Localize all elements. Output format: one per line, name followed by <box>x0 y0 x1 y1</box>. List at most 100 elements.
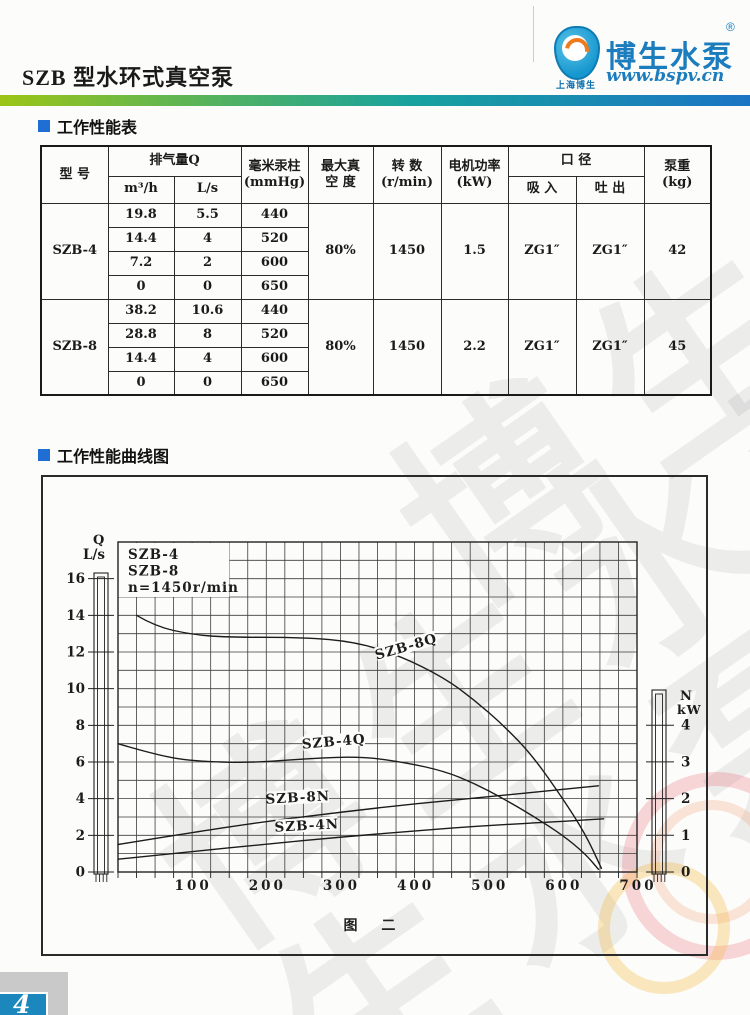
table-row: 14.4 4 600 <box>41 346 711 372</box>
page-title: SZB 型水环式真空泵 <box>22 65 235 90</box>
y-left-tick-label: 14 <box>66 608 85 624</box>
figure-caption: 图 二 <box>343 917 406 933</box>
logo-url: www.bspv.cn <box>606 66 725 86</box>
col-header-model: 型 号 <box>40 145 109 204</box>
cell-mmhg: 440 <box>240 202 309 228</box>
x-tick-label: 600 <box>545 878 582 894</box>
table-row: 28.8 8 520 <box>41 322 711 348</box>
col-header-speed: 转 数 (r/min) <box>372 145 442 204</box>
table-row: SZB-4 19.8 5.5 440 80% 1450 1.5 ZG1″ ZG1… <box>40 202 712 300</box>
y-right-tick-label: 2 <box>681 791 690 807</box>
x-tick-label: 200 <box>249 878 286 894</box>
curve-SZB-8N <box>117 785 600 846</box>
y-left-tick-label: 16 <box>66 571 85 587</box>
svg-text:SZB-4N: SZB-4N <box>274 816 339 835</box>
y-right-tick-label: 3 <box>681 754 690 770</box>
y-left-tick-label: 6 <box>76 755 85 771</box>
cell-weight: 42 <box>643 202 712 300</box>
logo-subtitle: 上海博生 <box>555 80 596 90</box>
cell-m3h: 0 <box>107 274 175 300</box>
y-left-tick-label: 2 <box>76 828 85 844</box>
section-bullet-icon <box>38 120 50 132</box>
cell-mmhg: 440 <box>240 298 309 324</box>
cell-vacuum: 80% <box>307 298 374 396</box>
page-number: 4 <box>13 990 31 1015</box>
section-performance-table: 工作性能表 <box>38 114 137 138</box>
y-left-tick-label: 10 <box>66 681 85 697</box>
cell-power: 2.2 <box>440 298 509 396</box>
cell-outlet: ZG1″ <box>575 202 645 300</box>
chart-legend-line: n=1450r/min <box>128 580 239 596</box>
cell-inlet: ZG1″ <box>507 202 577 300</box>
cell-ls: 8 <box>173 322 242 348</box>
cell-outlet: ZG1″ <box>575 298 645 396</box>
cell-mmhg: 650 <box>240 370 309 396</box>
cell-m3h: 14.4 <box>107 226 175 252</box>
col-header-caliber: 口 径 <box>507 145 645 177</box>
x-tick-label: 100 <box>175 878 212 894</box>
performance-table: 型 号 排气量Q 毫米汞柱 (mmHg) 最大真空 度 转 数 (r/min) 电机… <box>40 145 712 396</box>
cell-ls: 4 <box>173 226 242 252</box>
col-header-capacity: 排气量Q <box>107 145 242 177</box>
col-header-m3h: m³/h <box>107 175 175 204</box>
cell-model: SZB-4 <box>40 202 109 300</box>
table-row: 0 0 650 <box>41 370 711 396</box>
logo-shield-icon <box>554 26 600 80</box>
curve-SZB-4Q <box>117 743 600 870</box>
cell-speed: 1450 <box>372 298 442 396</box>
section-bullet-icon <box>38 449 50 461</box>
cell-m3h: 38.2 <box>107 298 175 324</box>
logo-swirl-icon <box>560 33 594 67</box>
table-row: 14.4 4 520 <box>41 226 711 252</box>
cell-mmhg: 520 <box>240 322 309 348</box>
y-right-tick-label: 4 <box>681 718 690 734</box>
cell-model: SZB-8 <box>40 298 109 396</box>
cell-m3h: 14.4 <box>107 346 175 372</box>
performance-curve-chart: SZB-8Q SZB-4Q SZB-8N SZB-4N SZB-4 SZB-8 n=1450… <box>41 475 708 956</box>
logo-brand-text: 博生水泵 <box>606 41 734 74</box>
table-row: 7.2 2 600 <box>41 250 711 276</box>
y-left-axis-unit: L/s <box>83 547 105 563</box>
y-left-tick-label: 0 <box>76 865 85 881</box>
cell-m3h: 19.8 <box>107 202 175 228</box>
cell-ls: 2 <box>173 250 242 276</box>
curve-chart-svg: SZB-8QSZB-4QSZB-8NSZB-4NSZB-4SZB-8n=1450… <box>66 533 702 894</box>
cell-vacuum: 80% <box>307 202 374 300</box>
cell-ls: 5.5 <box>173 202 242 228</box>
cell-mmhg: 650 <box>240 274 309 300</box>
cell-inlet: ZG1″ <box>507 298 577 396</box>
cell-m3h: 28.8 <box>107 322 175 348</box>
cell-ls: 0 <box>173 370 242 396</box>
col-header-inlet: 吸 入 <box>507 175 577 204</box>
cell-power: 1.5 <box>440 202 509 300</box>
col-header-vacuum: 最大真空 度 <box>307 145 374 204</box>
x-tick-label: 400 <box>397 878 434 894</box>
page-number-badge: 4 <box>0 990 48 1015</box>
registered-mark-icon: ® <box>726 20 735 34</box>
y-left-tick-label: 12 <box>66 645 85 661</box>
y-right-tick-label: 0 <box>681 865 690 881</box>
section-title: 工作性能曲线图 <box>57 449 170 466</box>
company-logo: 上海博生 博生水泵 ® www.bspv.cn <box>548 14 743 92</box>
cell-m3h: 7.2 <box>107 250 175 276</box>
col-header-outlet: 吐 出 <box>575 175 645 204</box>
y-right-axis-unit: kW <box>677 702 702 717</box>
x-tick-label: 300 <box>323 878 360 894</box>
curve-SZB-4N <box>117 818 605 860</box>
curve-SZB-8Q <box>135 614 603 869</box>
col-header-power: 电机功率 (kW) <box>440 145 509 204</box>
y-left-tick-label: 8 <box>76 718 85 734</box>
cell-ls: 4 <box>173 346 242 372</box>
x-tick-label: 500 <box>471 878 508 894</box>
y-left-axis-unit: Q <box>93 533 104 548</box>
cell-m3h: 0 <box>107 370 175 396</box>
y-right-axis-unit: N <box>680 689 692 704</box>
svg-text:SZB-8N: SZB-8N <box>265 788 330 807</box>
curve-label-SZB-4N: SZB-4N <box>274 816 339 835</box>
curve-label-SZB-8N: SZB-8N <box>265 788 330 807</box>
cell-mmhg: 600 <box>240 250 309 276</box>
chart-legend-line: SZB-4 <box>128 547 179 563</box>
section-title: 工作性能表 <box>57 120 138 137</box>
chart-legend-line: SZB-8 <box>128 564 179 580</box>
cell-mmhg: 520 <box>240 226 309 252</box>
